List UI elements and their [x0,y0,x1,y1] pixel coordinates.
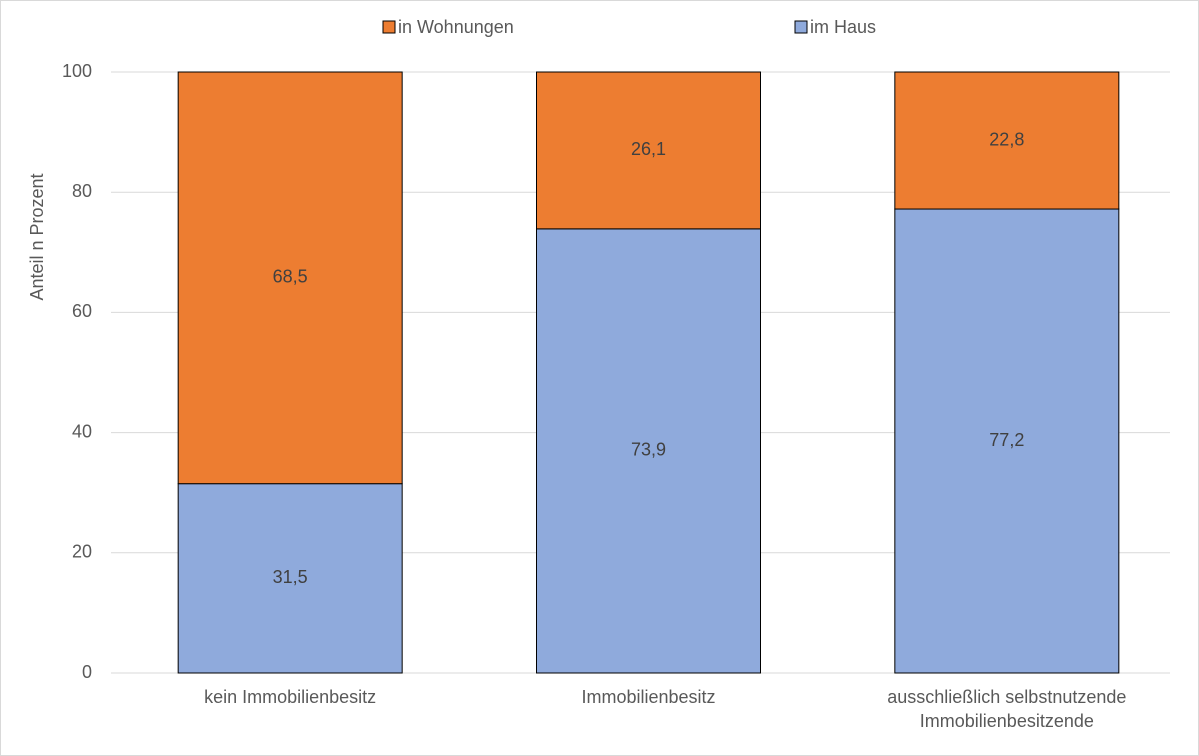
y-tick-label: 40 [72,421,92,441]
y-tick-label: 60 [72,301,92,321]
data-label: 73,9 [631,440,666,460]
bar-segment [177,71,403,485]
x-tick-label: Immobilienbesitz [581,687,716,707]
bar-segment [894,208,1120,674]
data-label: 68,5 [273,267,308,287]
data-label: 26,1 [631,139,666,159]
bar-segment [536,228,761,674]
legend-swatch [794,20,808,34]
bar-segment [894,71,1120,210]
y-tick-label: 100 [62,61,92,81]
legend-label: in Wohnungen [398,17,514,37]
data-label: 22,8 [989,129,1024,149]
legend-label: im Haus [810,17,876,37]
y-tick-label: 20 [72,542,92,562]
x-tick-label: kein Immobilienbesitz [204,687,377,707]
legend-swatch [382,20,396,34]
data-label: 31,5 [273,567,308,587]
y-axis-label: Anteil n Prozent [27,173,47,300]
bar-segment [536,71,761,230]
y-tick-label: 80 [72,181,92,201]
data-label: 77,2 [989,430,1024,450]
y-tick-label: 0 [82,662,92,682]
x-tick-label: ausschließlich selbstnutzende Immobilien… [887,687,1127,731]
